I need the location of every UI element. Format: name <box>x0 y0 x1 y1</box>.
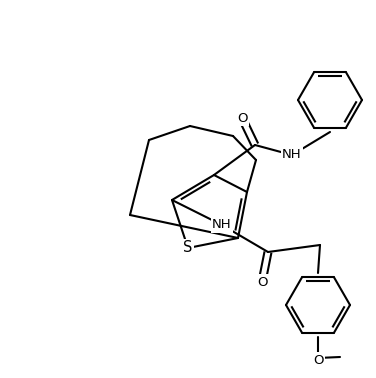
Text: O: O <box>313 353 323 367</box>
Text: NH: NH <box>212 218 232 231</box>
Text: O: O <box>257 276 267 288</box>
Text: S: S <box>183 240 193 256</box>
Text: O: O <box>237 112 247 124</box>
Text: NH: NH <box>282 149 302 161</box>
